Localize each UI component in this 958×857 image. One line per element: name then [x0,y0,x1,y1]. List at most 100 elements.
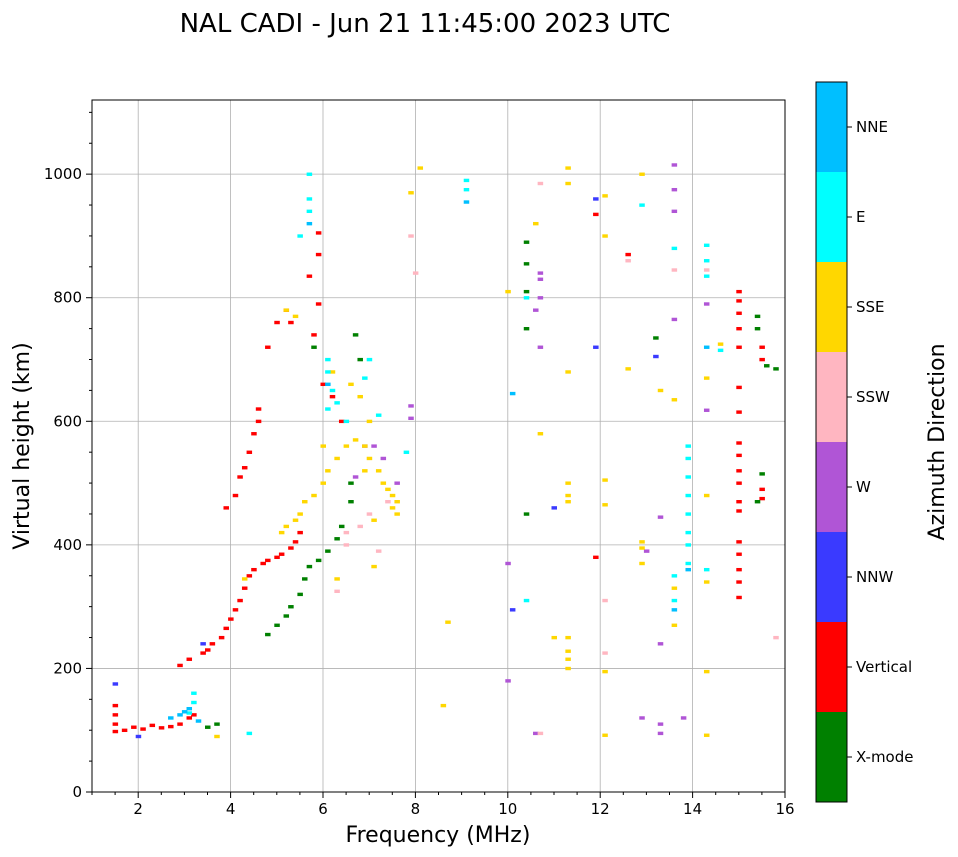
data-point [643,549,650,553]
data-point [241,586,248,590]
data-point [140,727,146,731]
data-point [241,577,248,581]
colorbar-segment [816,262,847,352]
data-point [657,722,664,726]
data-point [371,564,377,569]
data-point [523,327,530,331]
data-point [671,623,678,627]
data-point [565,370,571,374]
data-point [338,419,345,424]
data-point [112,713,119,717]
data-point [205,648,211,652]
data-point [703,376,710,380]
data-point [380,456,387,461]
data-point [385,487,391,492]
data-point [639,203,645,207]
data-point [703,345,710,349]
data-point [565,166,571,170]
data-point [325,382,331,387]
data-point [671,317,678,322]
data-point [773,635,779,640]
data-point [565,181,571,186]
data-point [565,500,571,504]
data-point [717,342,724,346]
data-point [385,500,391,504]
series-w [352,163,710,736]
data-point [306,172,313,176]
data-point [186,716,193,720]
data-point [685,475,691,479]
data-point [685,512,691,516]
data-point [523,598,530,603]
data-point [671,608,678,612]
data-point [523,296,530,300]
data-point [394,512,400,516]
data-point [302,577,308,581]
data-point [565,481,571,485]
data-point [509,608,516,612]
data-point [362,444,368,448]
data-point [112,703,119,708]
data-point [366,419,373,424]
data-point [186,711,193,715]
data-point [509,391,516,396]
x-tick-label: 6 [318,800,328,818]
data-point [565,493,571,498]
data-point [334,456,340,461]
data-point [408,234,414,238]
data-point [736,595,742,600]
data-point [186,706,193,711]
data-points [112,163,779,739]
data-point [112,729,119,734]
series-ssw [334,181,779,736]
data-point [703,733,710,737]
data-point [288,546,294,550]
data-point [680,716,687,720]
series-nnw [112,197,659,739]
data-point [121,728,128,733]
series-nne [168,200,710,723]
data-point [736,469,742,473]
data-point [736,289,742,294]
x-axis-ticks: 2 4 6 8 10 12 14 16 [91,792,795,818]
data-point [671,246,678,251]
data-point [352,438,359,442]
y-axis-label: Virtual height (km) [10,342,35,549]
data-point [703,408,710,412]
data-point [736,345,742,349]
x-tick-label: 16 [775,800,794,818]
data-point [334,537,340,541]
data-point [537,731,544,736]
data-point [657,515,664,519]
data-point [754,327,761,331]
data-point [325,370,331,374]
data-point [315,231,322,235]
data-point [315,252,322,257]
data-point [297,234,303,238]
data-point [657,642,664,646]
data-point [625,259,631,263]
plot-background [92,100,785,792]
data-point [602,598,608,603]
data-point [403,450,410,454]
data-point [191,691,197,695]
data-point [537,432,544,436]
data-point [736,311,742,315]
data-point [389,493,396,498]
data-point [352,475,359,479]
data-point [523,262,530,266]
data-point [375,413,382,417]
data-point [394,481,400,485]
colorbar-segment [816,532,847,622]
data-point [177,722,183,726]
data-point [320,444,326,448]
x-tick-label: 12 [591,800,610,818]
data-point [186,657,193,661]
data-point [759,472,765,476]
data-point [639,172,645,176]
y-tick-label: 600 [53,412,82,430]
data-point [736,500,742,504]
data-point [251,432,257,436]
data-point [375,549,382,553]
data-point [625,367,631,371]
